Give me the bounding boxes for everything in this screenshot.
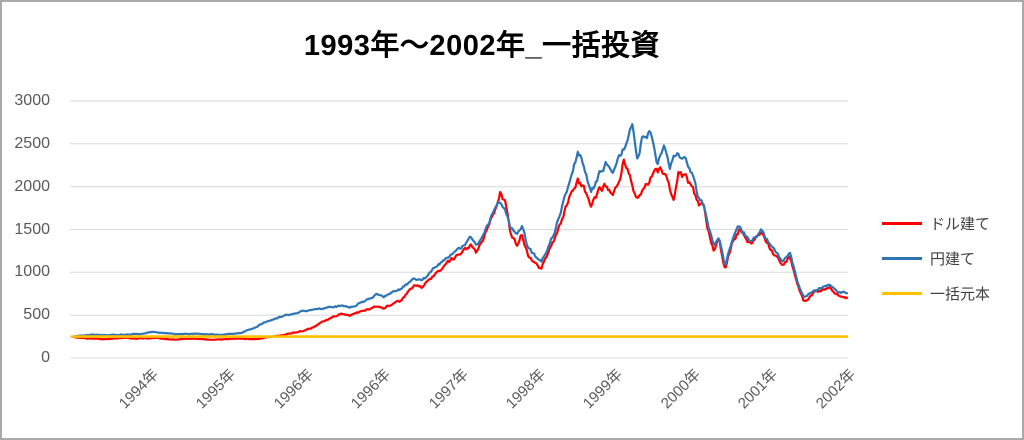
legend-item-dollar: ドル建て [882, 206, 990, 241]
legend-label-dollar: ドル建て [930, 216, 991, 233]
y-axis-label: 3000 [14, 92, 50, 109]
y-axis-label: 2500 [14, 134, 50, 152]
series-lines [70, 123, 849, 341]
y-axis-label: 2000 [14, 177, 50, 195]
legend-item-principal: 一括元本 [882, 276, 990, 311]
legend-item-yen: 円建て [882, 241, 990, 276]
legend-swatch-principal [882, 292, 922, 295]
series-line-yen [70, 123, 849, 338]
legend-swatch-dollar [882, 222, 922, 225]
legend-label-yen: 円建て [930, 251, 976, 268]
chart-title: 1993年～2002年_一括投資 [303, 30, 661, 62]
legend-swatch-yen [882, 257, 922, 260]
y-axis-label: 1000 [14, 263, 50, 281]
gridlines [70, 100, 848, 359]
y-axis-label: 1500 [14, 220, 50, 238]
legend: ドル建て 円建て 一括元本 [882, 206, 990, 311]
y-axis-label: 0 [41, 349, 50, 366]
legend-label-principal: 一括元本 [930, 286, 991, 303]
y-axis-label: 500 [23, 306, 50, 324]
